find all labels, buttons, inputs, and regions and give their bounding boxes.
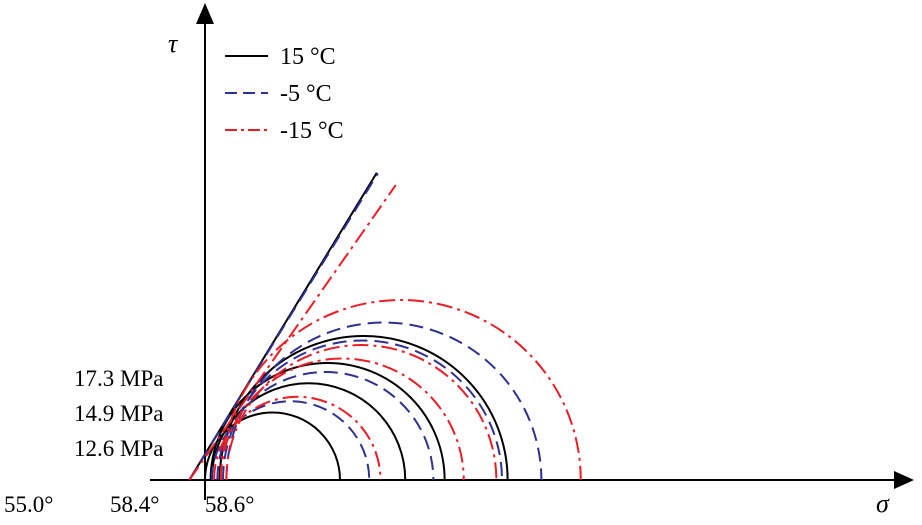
x-axis-arrow-icon	[894, 471, 914, 489]
mohr-circle-series-2-1	[219, 357, 465, 481]
cohesion-label-2: 14.9 MPa	[74, 401, 163, 426]
envelope-line-series-1	[188, 172, 379, 481]
mohr-circle-series-1-0	[210, 400, 371, 481]
angle-label-2: 58.4°	[110, 492, 159, 517]
legend-label-minus5c: -5 °C	[280, 81, 332, 107]
cohesion-label-3: 12.6 MPa	[74, 436, 163, 461]
mohr-circle-series-0-1	[210, 382, 407, 481]
legend-label-15c: 15 °C	[280, 44, 336, 70]
angle-label-1: 55.0°	[4, 492, 53, 517]
legend-label-minus15c: -15 °C	[280, 118, 344, 144]
mohr-circle-series-0-2	[209, 362, 446, 481]
angle-label-3: 58.6°	[205, 492, 254, 517]
mohr-circle-series-2-3	[219, 299, 582, 481]
mohr-circle-series-2-2	[225, 344, 498, 481]
mohr-circle-series-0-0	[204, 411, 341, 481]
x-axis-label: σ	[876, 489, 890, 518]
y-axis-arrow-icon	[196, 3, 214, 24]
mohr-circle-series-2-0	[213, 395, 382, 481]
cohesion-label-1: 17.3 MPa	[74, 366, 163, 391]
plot-area	[188, 172, 582, 481]
legend: 15 °C -5 °C -15 °C	[225, 44, 344, 144]
mohr-circle-series-1-3	[225, 321, 543, 481]
y-axis-label: τ	[168, 29, 179, 58]
envelope-line-series-2	[188, 184, 397, 481]
